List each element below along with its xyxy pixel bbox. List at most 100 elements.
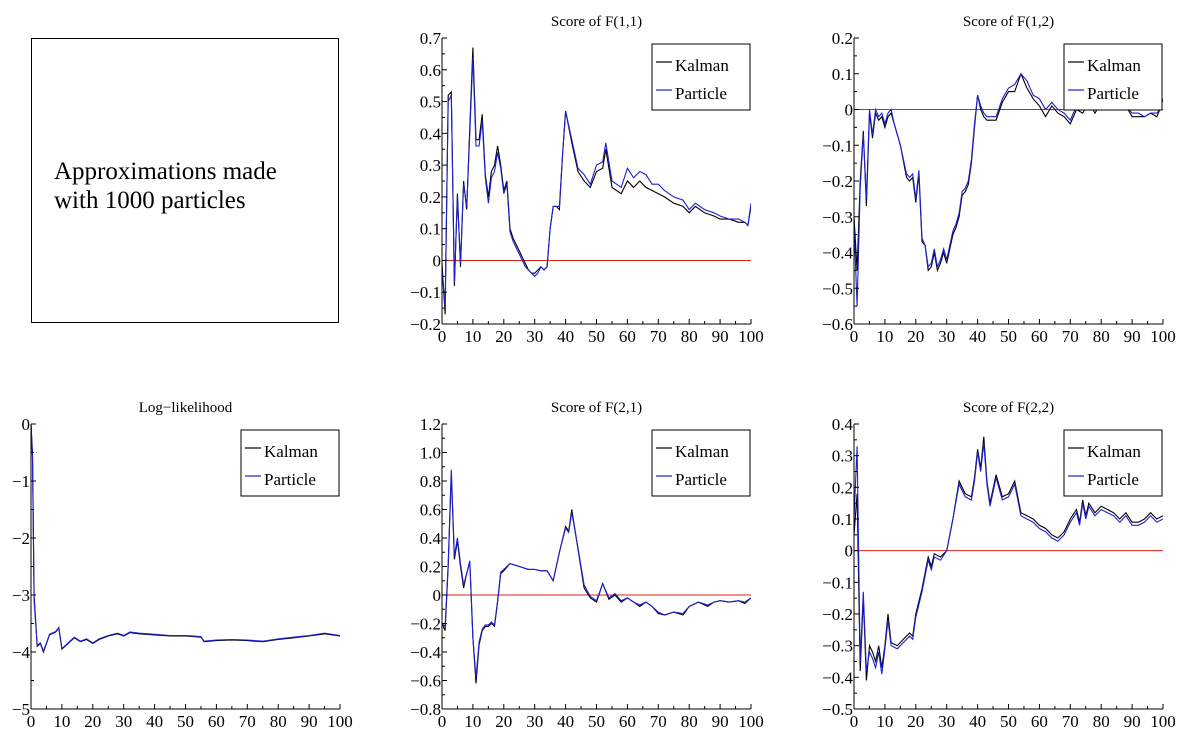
y-tick-label: 0.7 xyxy=(420,29,442,48)
y-tick-label: 0.3 xyxy=(420,156,441,175)
x-tick-label: 90 xyxy=(301,712,318,729)
y-tick-label: −0.8 xyxy=(410,700,441,719)
x-tick-label: 70 xyxy=(239,712,256,729)
x-tick-label: 90 xyxy=(1124,327,1141,346)
chart-f11: Score of F(1,1) −0.2 −0.1 0 0.1 0.2 0.3 0.4 0.5 0… xyxy=(410,14,764,346)
y-tick-label: 0.2 xyxy=(832,29,853,48)
chart-title: Score of F(2,2) xyxy=(963,400,1054,416)
x-tick-label: 70 xyxy=(1062,327,1079,346)
x-tick-label: 10 xyxy=(876,327,893,346)
x-tick-label: 80 xyxy=(270,712,287,729)
series-line-particle xyxy=(442,57,751,309)
legend-label-kalman: Kalman xyxy=(675,442,729,461)
legend-label-kalman: Kalman xyxy=(264,442,318,461)
y-tick-label: −0.4 xyxy=(822,244,853,263)
x-tick-label: 50 xyxy=(177,712,194,729)
x-tick-label: 0 xyxy=(438,712,447,729)
y-tick-label: −0.4 xyxy=(822,668,853,687)
legend-label-kalman: Kalman xyxy=(675,56,729,75)
y-tick-label: 0.2 xyxy=(832,478,853,497)
y-tick-label: −0.5 xyxy=(822,279,853,298)
y-tick-label: −4 xyxy=(12,643,31,662)
y-tick-label: −1 xyxy=(12,472,30,491)
x-tick-label: 70 xyxy=(650,327,667,346)
y-tick-label: 0.6 xyxy=(420,501,441,520)
chart-f21: Score of F(2,1) −0.8 −0.6 −0.4 −0.2 0 0.2 0.4 0.… xyxy=(410,400,764,729)
x-tick-label: 20 xyxy=(907,327,924,346)
x-tick-label: 10 xyxy=(876,712,893,729)
series-line-particle xyxy=(442,469,751,678)
x-tick-label: 10 xyxy=(53,712,70,729)
legend-label-particle: Particle xyxy=(675,470,727,489)
legend-box xyxy=(240,429,340,497)
y-tick-label: 0 xyxy=(433,586,442,605)
y-tick-label: −0.1 xyxy=(822,573,853,592)
x-tick-label: 30 xyxy=(115,712,132,729)
x-tick-label: 40 xyxy=(146,712,163,729)
y-tick-label: 0.8 xyxy=(420,472,441,491)
chart-f12: Score of F(1,2) −0.6 −0.5 −0.4 −0.3 −0.2 −0.1 0… xyxy=(822,14,1176,346)
legend-label-kalman: Kalman xyxy=(1087,56,1141,75)
x-tick-label: 50 xyxy=(1000,712,1017,729)
x-tick-label: 20 xyxy=(907,712,924,729)
y-tick-label: 1.0 xyxy=(420,444,441,463)
y-tick-label: 0 xyxy=(22,415,31,434)
y-tick-label: 0.2 xyxy=(420,188,441,207)
y-tick-label: −0.2 xyxy=(822,172,853,191)
y-tick-label: 0 xyxy=(845,542,854,561)
y-tick-label: −0.1 xyxy=(822,136,853,155)
legend-label-kalman: Kalman xyxy=(1087,442,1141,461)
x-tick-label: 80 xyxy=(1093,712,1110,729)
x-tick-label: 90 xyxy=(712,712,729,729)
chart-title: Score of F(1,2) xyxy=(963,14,1054,30)
chart-f22: Score of F(2,2) −0.5 −0.4 −0.3 −0.2 −0.1 0 0.1 0… xyxy=(822,400,1176,729)
y-tick-label: 0.2 xyxy=(420,558,441,577)
x-tick-label: 20 xyxy=(84,712,101,729)
x-tick-label: 60 xyxy=(208,712,225,729)
y-tick-label: 0.1 xyxy=(832,65,853,84)
y-tick-label: −0.1 xyxy=(410,283,441,302)
x-tick-label: 60 xyxy=(619,712,636,729)
legend-box xyxy=(1063,43,1163,111)
chart-title: Log−likelihood xyxy=(139,400,233,416)
x-tick-label: 90 xyxy=(1124,712,1141,729)
x-tick-label: 60 xyxy=(619,327,636,346)
x-tick-label: 80 xyxy=(1093,327,1110,346)
y-tick-label: 0.6 xyxy=(420,61,441,80)
y-tick-label: −0.5 xyxy=(822,700,853,719)
x-tick-label: 80 xyxy=(681,327,698,346)
y-tick-label: 1.2 xyxy=(420,415,441,434)
chart-loglik: Log−likelihood −5 −4 −3 −2 −1 0 0 10 20 30 40 50 60 70… xyxy=(12,400,353,729)
x-tick-label: 100 xyxy=(327,712,353,729)
x-tick-label: 100 xyxy=(738,327,764,346)
x-tick-label: 70 xyxy=(1062,712,1079,729)
x-tick-label: 60 xyxy=(1031,327,1048,346)
x-tick-label: 30 xyxy=(938,327,955,346)
x-tick-label: 40 xyxy=(557,327,574,346)
x-tick-label: 100 xyxy=(738,712,764,729)
x-tick-label: 60 xyxy=(1031,712,1048,729)
x-tick-label: 0 xyxy=(438,327,447,346)
y-tick-label: −0.3 xyxy=(822,208,853,227)
x-tick-label: 50 xyxy=(588,327,605,346)
x-tick-label: 50 xyxy=(1000,327,1017,346)
annotation-text: Approximations made with 1000 particles xyxy=(54,157,277,215)
y-tick-label: −3 xyxy=(12,586,30,605)
y-tick-label: 0.4 xyxy=(420,124,442,143)
series-line-particle xyxy=(854,442,1163,675)
x-tick-label: 30 xyxy=(938,712,955,729)
x-tick-label: 70 xyxy=(650,712,667,729)
x-tick-label: 80 xyxy=(681,712,698,729)
x-tick-label: 0 xyxy=(850,712,859,729)
legend-box xyxy=(1063,429,1163,497)
y-tick-label: −2 xyxy=(12,529,30,548)
series-line-particle xyxy=(31,424,340,653)
series-line-kalman xyxy=(442,473,751,684)
x-tick-label: 10 xyxy=(464,712,481,729)
x-tick-label: 40 xyxy=(969,327,986,346)
x-tick-label: 0 xyxy=(850,327,859,346)
chart-title: Score of F(2,1) xyxy=(551,400,642,416)
legend-box xyxy=(651,43,751,111)
y-tick-label: −0.2 xyxy=(410,615,441,634)
